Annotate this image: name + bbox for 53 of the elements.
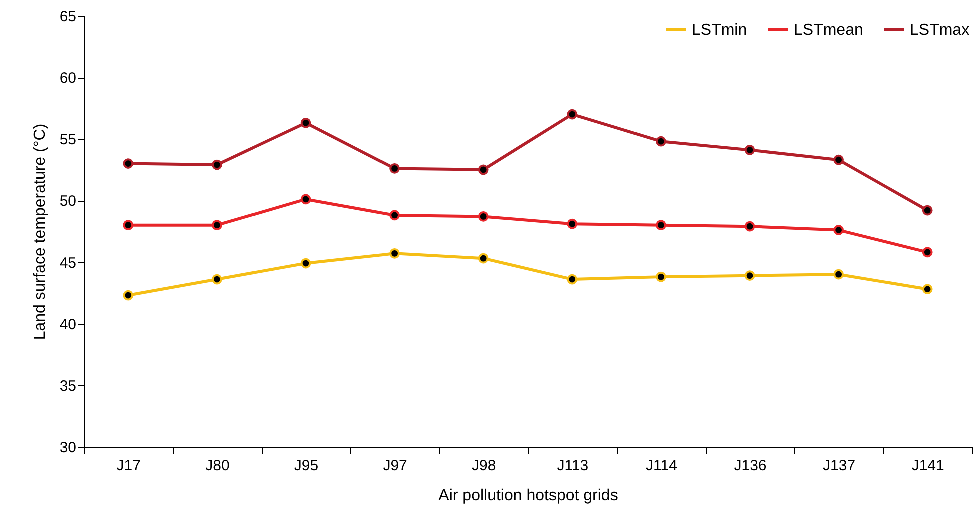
point bbox=[922, 205, 933, 216]
point bbox=[212, 220, 222, 231]
x-tick-label: J113 bbox=[557, 458, 589, 474]
y-tick-label: 40 bbox=[60, 316, 76, 334]
point bbox=[567, 274, 578, 285]
point bbox=[300, 118, 312, 128]
point bbox=[922, 247, 933, 258]
x-tick-label: J17 bbox=[116, 458, 141, 474]
point bbox=[744, 221, 756, 232]
point bbox=[123, 220, 134, 231]
point bbox=[123, 290, 134, 301]
legend-label: LSTmin bbox=[692, 22, 748, 39]
point bbox=[478, 253, 489, 264]
point bbox=[834, 154, 844, 166]
point bbox=[656, 136, 666, 147]
point bbox=[300, 194, 312, 205]
point bbox=[300, 258, 312, 269]
x-tick-label: J141 bbox=[912, 458, 944, 474]
point bbox=[834, 225, 844, 236]
y-axis-title: Land surface temperature (°C) bbox=[32, 124, 49, 340]
y-tick-label: 50 bbox=[60, 193, 76, 210]
y-tick-label: 65 bbox=[60, 8, 76, 26]
point bbox=[834, 269, 844, 280]
point bbox=[922, 284, 933, 295]
point bbox=[744, 145, 756, 156]
point bbox=[212, 274, 222, 285]
x-tick-label: J114 bbox=[646, 458, 678, 474]
y-tick-label: 35 bbox=[60, 378, 76, 395]
y-tick-label: 60 bbox=[60, 70, 76, 88]
point bbox=[567, 218, 578, 230]
point bbox=[478, 164, 489, 176]
x-tick-label: J80 bbox=[206, 458, 230, 474]
point bbox=[123, 158, 134, 169]
point bbox=[390, 164, 400, 174]
x-tick-label: J137 bbox=[823, 458, 856, 474]
legend-label: LSTmean bbox=[794, 22, 864, 39]
point bbox=[656, 220, 666, 231]
point bbox=[656, 272, 666, 282]
point bbox=[390, 248, 400, 259]
point bbox=[744, 270, 756, 282]
point bbox=[478, 212, 489, 222]
x-axis-title: Air pollution hotspot grids bbox=[438, 488, 618, 504]
x-tick-label: J98 bbox=[472, 458, 496, 474]
point bbox=[390, 210, 400, 221]
y-tick-label: 55 bbox=[60, 132, 76, 149]
x-tick-label: J95 bbox=[294, 458, 319, 474]
point bbox=[567, 109, 578, 120]
y-tick-label: 45 bbox=[60, 254, 76, 272]
point bbox=[212, 160, 222, 170]
x-tick-label: J136 bbox=[734, 458, 767, 474]
x-tick-label: J97 bbox=[383, 458, 408, 474]
legend-label: LSTmax bbox=[910, 22, 970, 39]
y-tick-label: 30 bbox=[60, 440, 76, 456]
